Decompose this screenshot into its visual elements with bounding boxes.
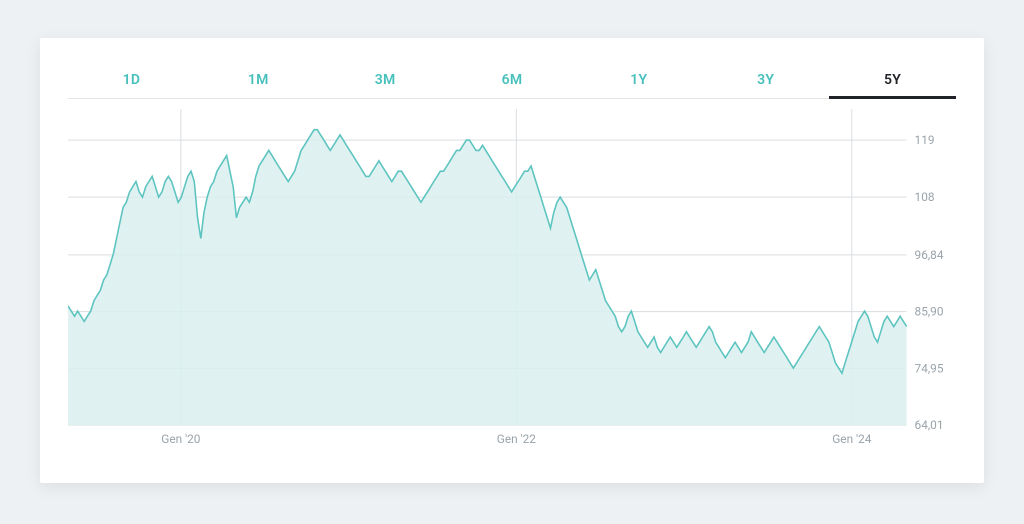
chart-card: { "tabs":{ "items":[ {"label":"1D","acti… bbox=[40, 38, 984, 483]
svg-text:74,95: 74,95 bbox=[915, 361, 944, 375]
y-axis-labels: 119 108 96,84 85,90 74,95 64,01 bbox=[915, 133, 944, 432]
area-fill bbox=[68, 130, 907, 425]
price-chart: 11910896,8485,9074,9564,01 Gen '20Gen '2… bbox=[68, 105, 956, 455]
svg-text:85,90: 85,90 bbox=[915, 305, 944, 319]
svg-text:Gen '20: Gen '20 bbox=[161, 432, 200, 446]
x-axis-labels: Gen '20 Gen '22 Gen '24 bbox=[161, 432, 871, 446]
tab-6m[interactable]: 6M bbox=[449, 64, 576, 99]
svg-text:Gen '22: Gen '22 bbox=[497, 432, 536, 446]
tab-1m[interactable]: 1M bbox=[195, 64, 322, 99]
time-range-tabs: 1D1M3M6M1Y3Y5Y bbox=[68, 64, 956, 99]
tab-3y[interactable]: 3Y bbox=[702, 64, 829, 99]
svg-text:64,01: 64,01 bbox=[915, 418, 944, 432]
tab-3m[interactable]: 3M bbox=[322, 64, 449, 99]
svg-text:119: 119 bbox=[915, 133, 935, 147]
svg-text:Gen '24: Gen '24 bbox=[832, 432, 871, 446]
tab-1y[interactable]: 1Y bbox=[575, 64, 702, 99]
tab-1d[interactable]: 1D bbox=[68, 64, 195, 99]
svg-text:108: 108 bbox=[915, 190, 935, 204]
tab-5y[interactable]: 5Y bbox=[829, 64, 956, 99]
svg-text:96,84: 96,84 bbox=[915, 248, 944, 262]
